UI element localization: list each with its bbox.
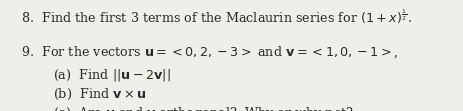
Text: (b)  Find $\mathbf{v} \times \mathbf{u}$: (b) Find $\mathbf{v} \times \mathbf{u}$ <box>53 87 147 102</box>
Text: 8.  Find the first 3 terms of the Maclaurin series for $(1+x)^{\frac{1}{2}}$.: 8. Find the first 3 terms of the Maclaur… <box>21 8 412 26</box>
Text: (a)  Find $||\mathbf{u}-2\mathbf{v}||$: (a) Find $||\mathbf{u}-2\mathbf{v}||$ <box>53 67 171 83</box>
Text: 9.  For the vectors $\mathbf{u}=<0, 2, -3>$ and $\mathbf{v}=<1, 0, -1>$,: 9. For the vectors $\mathbf{u}=<0, 2, -3… <box>21 44 399 60</box>
Text: (c)  Are $\mathbf{u}$ and $\mathbf{v}$ orthogonal?  Why or why not?: (c) Are $\mathbf{u}$ and $\mathbf{v}$ or… <box>53 105 354 111</box>
